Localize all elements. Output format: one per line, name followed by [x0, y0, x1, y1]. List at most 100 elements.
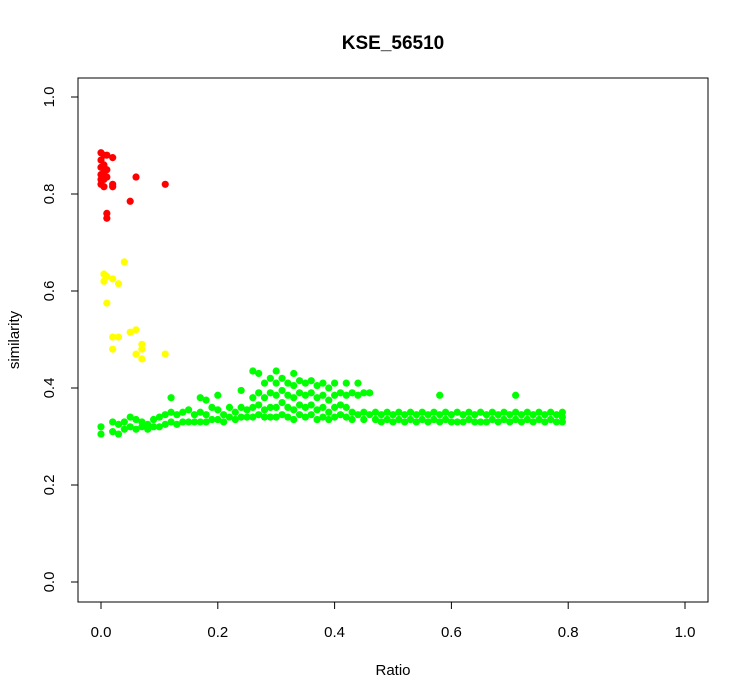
- data-point: [552, 411, 561, 419]
- data-point: [109, 183, 117, 191]
- data-point: [243, 413, 251, 421]
- data-point: [465, 415, 473, 424]
- data-point: [278, 374, 286, 382]
- data-point: [103, 299, 111, 307]
- data-point: [126, 328, 134, 336]
- data-point: [97, 423, 105, 431]
- data-point: [231, 415, 239, 424]
- data-point: [354, 379, 362, 387]
- data-point: [255, 369, 263, 378]
- data-point: [547, 415, 555, 424]
- data-point: [272, 391, 280, 399]
- y-tick-label: 1.0: [41, 87, 58, 108]
- data-point: [290, 381, 298, 390]
- data-point: [307, 411, 315, 419]
- data-point: [290, 406, 298, 414]
- data-point: [149, 423, 158, 431]
- data-point: [266, 389, 274, 397]
- data-point: [161, 420, 169, 428]
- data-point: [260, 406, 269, 414]
- data-point: [506, 418, 514, 426]
- data-point: [558, 418, 566, 426]
- data-point: [132, 415, 140, 424]
- data-point: [336, 411, 345, 419]
- data-point: [541, 411, 549, 419]
- data-point: [529, 418, 537, 426]
- data-point: [500, 415, 508, 424]
- data-point: [225, 413, 234, 421]
- data-point: [266, 413, 274, 421]
- data-point: [196, 394, 204, 402]
- data-point: [331, 391, 339, 399]
- data-point: [342, 391, 350, 399]
- data-point: [360, 408, 368, 416]
- data-point: [214, 406, 222, 414]
- data-point: [138, 355, 146, 363]
- data-point: [190, 411, 199, 419]
- data-point: [512, 408, 520, 416]
- data-point: [173, 420, 181, 428]
- data-point: [126, 423, 134, 431]
- data-point: [196, 418, 204, 426]
- x-tick-label: 0.0: [91, 624, 112, 641]
- data-point: [395, 415, 403, 424]
- data-point: [231, 408, 239, 416]
- data-point: [547, 408, 555, 416]
- x-tick-label: 0.2: [207, 624, 228, 641]
- data-point: [103, 214, 111, 222]
- data-point: [138, 345, 146, 353]
- data-point: [354, 411, 362, 419]
- data-point: [342, 403, 350, 411]
- data-point: [307, 389, 315, 397]
- data-point: [155, 413, 163, 421]
- data-point: [342, 379, 350, 387]
- data-point: [354, 391, 362, 399]
- data-point: [103, 173, 111, 181]
- data-point: [266, 374, 274, 382]
- data-point: [482, 411, 491, 419]
- data-point: [494, 411, 502, 419]
- data-point: [348, 389, 356, 397]
- data-point: [260, 394, 269, 402]
- data-point: [295, 377, 304, 385]
- y-tick-label: 0.8: [41, 184, 58, 205]
- data-point: [412, 411, 420, 419]
- data-point: [295, 411, 304, 419]
- data-point: [523, 408, 531, 416]
- data-point: [447, 418, 455, 426]
- data-point: [336, 389, 345, 397]
- data-point: [401, 418, 409, 426]
- data-point: [272, 403, 280, 411]
- data-point: [512, 391, 520, 399]
- data-point: [237, 386, 245, 395]
- data-point: [500, 408, 508, 416]
- data-point: [389, 411, 397, 419]
- data-point: [260, 413, 269, 421]
- data-point: [109, 418, 117, 426]
- data-point: [366, 411, 374, 419]
- data-point: [424, 411, 432, 419]
- data-point: [360, 389, 368, 397]
- data-point: [319, 391, 327, 399]
- data-point: [214, 391, 222, 399]
- data-point: [179, 408, 187, 416]
- data-point: [325, 415, 333, 424]
- data-point: [185, 418, 193, 426]
- data-point: [383, 415, 391, 424]
- data-point: [471, 418, 479, 426]
- data-point: [272, 367, 280, 375]
- data-point: [418, 408, 426, 416]
- data-point: [266, 403, 274, 411]
- data-point: [237, 403, 245, 411]
- data-point: [331, 413, 339, 421]
- data-point: [109, 275, 117, 283]
- data-point: [249, 394, 257, 402]
- data-point: [161, 411, 169, 419]
- data-point: [100, 183, 108, 191]
- data-point: [488, 408, 496, 416]
- data-point: [202, 396, 210, 404]
- data-point: [418, 415, 426, 424]
- x-axis-label: Ratio: [375, 662, 410, 679]
- data-point: [185, 406, 193, 414]
